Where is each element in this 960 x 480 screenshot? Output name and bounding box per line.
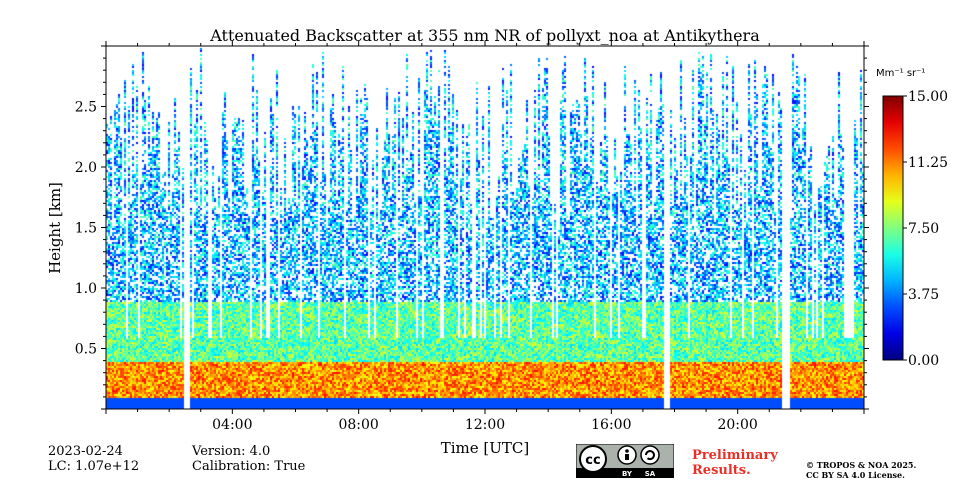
colorbar-tick-label: 3.75 (908, 287, 939, 303)
colorbar-gradient (882, 95, 904, 361)
preliminary-line2: Results. (692, 463, 751, 478)
x-axis: 04:00 08:00 12:00 16:00 20:00 (105, 41, 865, 433)
colorbar-unit-label: Mm⁻¹ sr⁻¹ (876, 68, 925, 79)
date-text: 2023-02-24 (48, 444, 123, 459)
copyright-line2: CC BY SA 4.0 License. (806, 470, 905, 480)
y-tick-label: 2.0 (75, 160, 97, 176)
colorbar-tick-label: 15.00 (908, 89, 948, 105)
by-text: BY (622, 470, 633, 478)
sa-share-icon (640, 445, 660, 465)
version-text: Version: 4.0 (192, 444, 271, 459)
footer-middle: Version: 4.0 Calibration: True (192, 444, 305, 474)
preliminary-line1: Preliminary (692, 448, 778, 463)
cc-icon (579, 445, 607, 473)
y-tick-label: 1.5 (75, 221, 97, 237)
sa-text: SA (645, 470, 656, 478)
colorbar: 0.00 3.75 7.50 11.25 15.00 (882, 89, 948, 369)
y-tick-label: 2.5 (75, 100, 97, 116)
y-tick-label: 0.5 (75, 342, 97, 358)
plot-area (106, 46, 864, 409)
colorbar-tick-label: 7.50 (908, 221, 939, 237)
calibration-text: Calibration: True (192, 459, 306, 474)
backscatter-heatmap (106, 46, 864, 409)
x-tick-label: 04:00 (212, 417, 252, 433)
y-tick-label: 1.0 (75, 281, 97, 297)
y-axis: 0.5 1.0 1.5 2.0 2.5 (75, 45, 869, 410)
lc-text: LC: 1.07e+12 (48, 459, 140, 474)
copyright-line1: © TROPOS & NOA 2025. (806, 460, 917, 470)
x-axis-label: Time [UTC] (441, 439, 530, 457)
preliminary-results-note: Preliminary Results. (692, 448, 778, 478)
x-tick-label: 20:00 (717, 417, 757, 433)
x-tick-label: 08:00 (338, 417, 378, 433)
colorbar-tick-label: 0.00 (908, 353, 939, 369)
colorbar-tick-label: 11.25 (908, 155, 948, 171)
x-tick-label: 12:00 (465, 417, 505, 433)
cc-text: cc (585, 453, 600, 468)
x-tick-label: 16:00 (591, 417, 631, 433)
cc-license-badge: cc BY SA (576, 444, 674, 478)
copyright-note: © TROPOS & NOA 2025. CC BY SA 4.0 Licens… (806, 460, 916, 480)
chart-title: Attenuated Backscatter at 355 nm NR of p… (209, 26, 760, 45)
y-axis-label: Height [km] (46, 182, 64, 274)
footer-left: 2023-02-24 LC: 1.07e+12 (48, 444, 139, 474)
